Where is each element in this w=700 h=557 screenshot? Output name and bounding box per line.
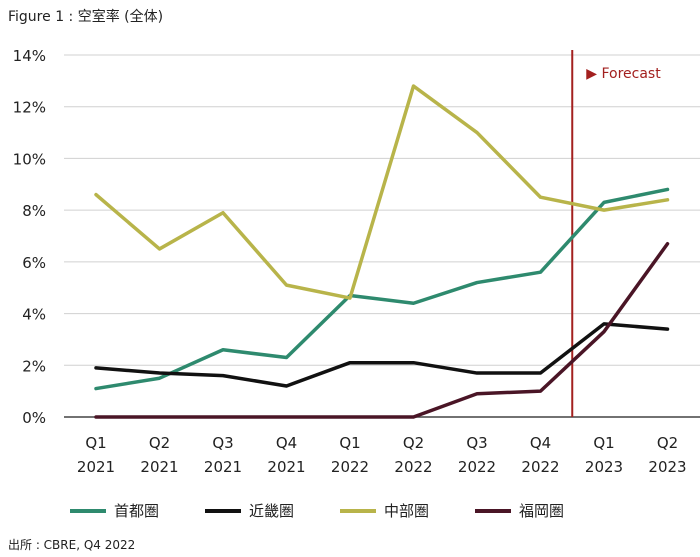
legend-item: 首都圏 bbox=[70, 500, 159, 521]
y-axis-labels: 0% 2% 4% 6% 8% 10% 12% 14% bbox=[13, 47, 46, 427]
x-tick-year: 2021 bbox=[77, 458, 115, 476]
x-tick-label: Q3 bbox=[466, 434, 487, 452]
chart-title: Figure 1 : 空室率 (全体) bbox=[8, 9, 164, 25]
x-tick-year: 2023 bbox=[648, 458, 686, 476]
x-tick-year: 2021 bbox=[267, 458, 305, 476]
legend-label: 中部圏 bbox=[384, 502, 430, 520]
x-tick-label: Q4 bbox=[530, 434, 551, 452]
x-tick-year: 2022 bbox=[331, 458, 369, 476]
x-tick-label: Q2 bbox=[403, 434, 424, 452]
forecast-label: ▶ Forecast bbox=[586, 66, 661, 82]
x-tick-label: Q2 bbox=[149, 434, 170, 452]
legend-swatch bbox=[205, 508, 242, 513]
legend-label: 近畿圏 bbox=[249, 502, 295, 520]
x-tick-label: Q1 bbox=[339, 434, 360, 452]
x-tick-label: Q1 bbox=[85, 434, 106, 452]
legend-label: 福岡圏 bbox=[519, 502, 565, 520]
x-tick-year: 2023 bbox=[585, 458, 623, 476]
y-tick-label: 6% bbox=[22, 254, 46, 272]
x-axis-labels: Q1 2021 Q2 2021 Q3 2021 Q4 2021 Q1 2022 Q2 2022 Q3 20… bbox=[77, 434, 687, 476]
legend-item: 福岡圏 bbox=[475, 500, 564, 521]
x-tick-label: Q3 bbox=[212, 434, 233, 452]
x-tick-label: Q1 bbox=[593, 434, 614, 452]
x-tick-year: 2022 bbox=[458, 458, 496, 476]
y-tick-label: 0% bbox=[22, 409, 46, 427]
x-tick-label: Q4 bbox=[276, 434, 297, 452]
series-lines bbox=[94, 84, 670, 419]
legend-swatch bbox=[340, 508, 377, 513]
x-tick-year: 2021 bbox=[140, 458, 178, 476]
line-chart: 0% 2% 4% 6% 8% 10% 12% 14% Q1 2021 Q2 2021 Q3 2021 Q4… bbox=[13, 47, 700, 476]
x-tick-label: Q2 bbox=[657, 434, 678, 452]
legend-swatch bbox=[70, 508, 106, 513]
source-note: 出所 : CBRE, Q4 2022 bbox=[8, 538, 136, 552]
legend-item: 中部圏 bbox=[340, 500, 429, 521]
series-line bbox=[94, 84, 670, 300]
y-tick-label: 12% bbox=[13, 99, 46, 117]
forecast-marker: ▶ Forecast bbox=[571, 50, 661, 417]
legend-label: 首都圏 bbox=[114, 502, 160, 520]
series-line bbox=[94, 187, 670, 391]
y-tick-label: 10% bbox=[13, 150, 46, 168]
x-tick-year: 2021 bbox=[204, 458, 242, 476]
x-tick-year: 2022 bbox=[394, 458, 432, 476]
x-tick-year: 2022 bbox=[521, 458, 559, 476]
series-line bbox=[94, 242, 670, 419]
legend-swatch bbox=[475, 508, 512, 513]
y-tick-label: 14% bbox=[13, 47, 46, 65]
y-tick-label: 4% bbox=[22, 306, 46, 324]
y-tick-label: 2% bbox=[22, 357, 46, 375]
legend-item: 近畿圏 bbox=[205, 500, 294, 521]
series-line bbox=[94, 322, 670, 388]
legend: 首都圏 近畿圏 中部圏 福岡圏 bbox=[70, 500, 564, 521]
y-tick-label: 8% bbox=[22, 202, 46, 220]
